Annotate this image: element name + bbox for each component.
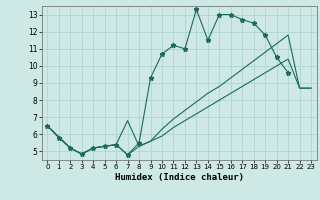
X-axis label: Humidex (Indice chaleur): Humidex (Indice chaleur) (115, 173, 244, 182)
